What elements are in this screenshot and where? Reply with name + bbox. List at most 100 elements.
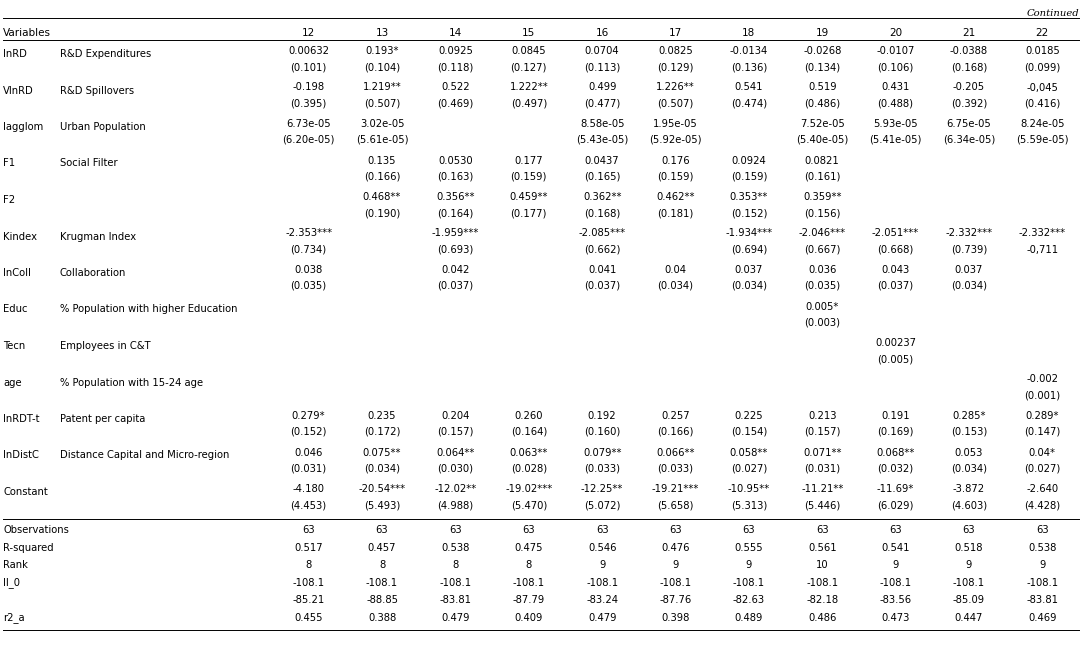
Text: -11.21**: -11.21** — [801, 484, 843, 494]
Text: (0.027): (0.027) — [1025, 464, 1060, 474]
Text: 0.0925: 0.0925 — [438, 46, 473, 56]
Text: 1.222**: 1.222** — [510, 83, 549, 92]
Text: 0.071**: 0.071** — [803, 447, 842, 457]
Text: Employees in C&T: Employees in C&T — [60, 341, 150, 351]
Text: 0.043: 0.043 — [882, 265, 910, 275]
Text: Tecn: Tecn — [3, 341, 25, 351]
Text: 0.0825: 0.0825 — [658, 46, 692, 56]
Text: 0.193*: 0.193* — [366, 46, 399, 56]
Text: 1.226**: 1.226** — [656, 83, 695, 92]
Text: (0.160): (0.160) — [584, 427, 620, 437]
Text: (0.153): (0.153) — [951, 427, 987, 437]
Text: (0.033): (0.033) — [658, 464, 694, 474]
Text: 9: 9 — [599, 561, 605, 571]
Text: 0.042: 0.042 — [441, 265, 470, 275]
Text: Continued: Continued — [1027, 9, 1079, 18]
Text: (0.477): (0.477) — [584, 98, 620, 109]
Text: 0.469: 0.469 — [1028, 613, 1056, 623]
Text: 0.279*: 0.279* — [292, 411, 326, 421]
Text: Krugman Index: Krugman Index — [60, 231, 136, 242]
Text: 0.260: 0.260 — [515, 411, 543, 421]
Text: 0.046: 0.046 — [294, 447, 322, 457]
Text: (0.395): (0.395) — [291, 98, 327, 109]
Text: Educ: Educ — [3, 305, 27, 314]
Text: (0.164): (0.164) — [437, 208, 474, 218]
Text: (0.416): (0.416) — [1025, 98, 1060, 109]
Text: 0.00632: 0.00632 — [288, 46, 329, 56]
Text: -82.63: -82.63 — [733, 595, 765, 605]
Text: 0.479: 0.479 — [588, 613, 617, 623]
Text: (0.113): (0.113) — [584, 62, 620, 72]
Text: (0.035): (0.035) — [291, 281, 327, 291]
Text: (5.40e-05): (5.40e-05) — [796, 135, 848, 145]
Text: 0.005*: 0.005* — [805, 301, 839, 312]
Text: 0.398: 0.398 — [661, 613, 689, 623]
Text: (0.003): (0.003) — [804, 318, 841, 328]
Text: 63: 63 — [816, 525, 829, 535]
Text: 0.388: 0.388 — [368, 613, 396, 623]
Text: (0.037): (0.037) — [878, 281, 913, 291]
Text: (0.030): (0.030) — [437, 464, 474, 474]
Text: 63: 63 — [523, 525, 536, 535]
Text: -83.81: -83.81 — [439, 595, 472, 605]
Text: -87.79: -87.79 — [513, 595, 545, 605]
Text: R&D Expenditures: R&D Expenditures — [60, 49, 151, 59]
Text: (0.734): (0.734) — [291, 244, 327, 255]
Text: -108.1: -108.1 — [513, 578, 545, 588]
Text: (0.497): (0.497) — [511, 98, 546, 109]
Text: 0.0924: 0.0924 — [731, 155, 766, 166]
Text: -19.21***: -19.21*** — [651, 484, 699, 494]
Text: 63: 63 — [889, 525, 902, 535]
Text: 0.538: 0.538 — [1028, 543, 1056, 553]
Text: (0.164): (0.164) — [511, 427, 546, 437]
Text: 0.204: 0.204 — [441, 411, 470, 421]
Text: -0.0107: -0.0107 — [876, 46, 914, 56]
Text: -108.1: -108.1 — [366, 578, 398, 588]
Text: -108.1: -108.1 — [1026, 578, 1058, 588]
Text: (0.152): (0.152) — [730, 208, 767, 218]
Text: lnRDT-t: lnRDT-t — [3, 414, 40, 424]
Text: 14: 14 — [449, 28, 462, 38]
Text: -2.046***: -2.046*** — [799, 229, 846, 238]
Text: 0.213: 0.213 — [808, 411, 836, 421]
Text: (0.033): (0.033) — [584, 464, 620, 474]
Text: 0.561: 0.561 — [808, 543, 836, 553]
Text: (0.161): (0.161) — [804, 172, 841, 181]
Text: 63: 63 — [302, 525, 315, 535]
Text: 0.362**: 0.362** — [583, 192, 621, 202]
Text: F1: F1 — [3, 159, 15, 168]
Text: (0.739): (0.739) — [951, 244, 987, 255]
Text: 0.00237: 0.00237 — [875, 338, 916, 348]
Text: (0.159): (0.159) — [511, 172, 547, 181]
Text: (0.034): (0.034) — [951, 281, 987, 291]
Text: (0.134): (0.134) — [804, 62, 841, 72]
Text: 0.499: 0.499 — [588, 83, 617, 92]
Text: (5.59e-05): (5.59e-05) — [1016, 135, 1069, 145]
Text: lnDistC: lnDistC — [3, 451, 39, 460]
Text: (0.034): (0.034) — [730, 281, 767, 291]
Text: (0.168): (0.168) — [584, 208, 620, 218]
Text: % Population with 15-24 age: % Population with 15-24 age — [60, 377, 203, 388]
Text: 0.0185: 0.0185 — [1025, 46, 1059, 56]
Text: -83.56: -83.56 — [880, 595, 912, 605]
Text: 63: 63 — [742, 525, 755, 535]
Text: -12.02**: -12.02** — [434, 484, 476, 494]
Text: (6.029): (6.029) — [878, 500, 914, 510]
Text: 0.455: 0.455 — [294, 613, 322, 623]
Text: -19.02***: -19.02*** — [505, 484, 553, 494]
Text: 18: 18 — [742, 28, 755, 38]
Text: (0.152): (0.152) — [290, 427, 327, 437]
Text: 0.356**: 0.356** — [436, 192, 475, 202]
Text: 8: 8 — [305, 561, 312, 571]
Text: -108.1: -108.1 — [733, 578, 765, 588]
Text: Kindex: Kindex — [3, 231, 37, 242]
Text: 0.176: 0.176 — [661, 155, 690, 166]
Text: (0.001): (0.001) — [1025, 390, 1060, 400]
Text: 0.519: 0.519 — [808, 83, 836, 92]
Text: 0.555: 0.555 — [735, 543, 763, 553]
Text: Collaboration: Collaboration — [60, 268, 127, 278]
Text: 7.52e-05: 7.52e-05 — [800, 119, 845, 129]
Text: 0.0821: 0.0821 — [805, 155, 840, 166]
Text: (0.694): (0.694) — [730, 244, 767, 255]
Text: 0.041: 0.041 — [588, 265, 617, 275]
